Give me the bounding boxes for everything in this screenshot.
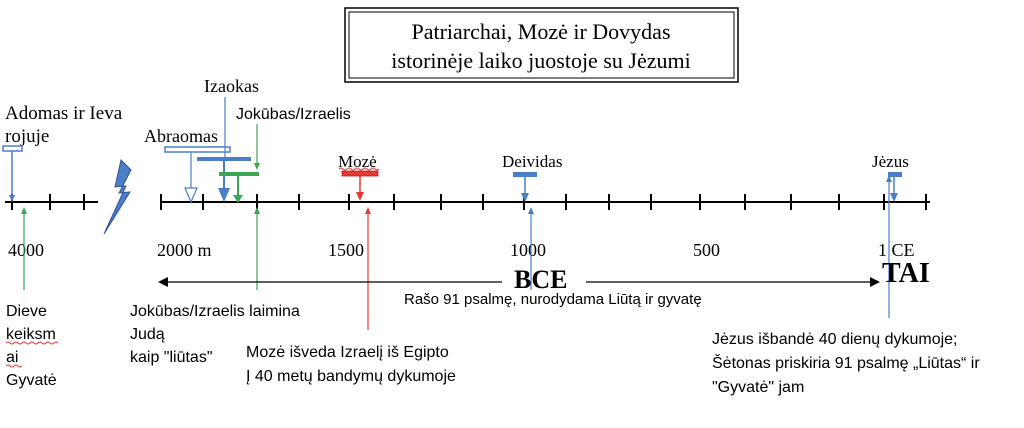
exodus-line-1: Mozė išveda Izraelį iš Egipto xyxy=(246,344,449,361)
tick-label-2000: 2000 m xyxy=(157,240,212,260)
jacob-bless-arrowhead xyxy=(254,207,260,214)
annotation-exodus: Mozė išveda Izraelį iš Egipto Į 40 metų … xyxy=(246,344,456,385)
annotation-jesus-test: Jėzus išbandė 40 dienų dykumoje; Šėtonas… xyxy=(712,331,980,396)
curse-line-4: Gyvatė xyxy=(6,372,57,389)
exodus-arrowhead xyxy=(365,207,371,214)
label-abraham: Abraomas xyxy=(144,126,218,146)
curse-arrowhead xyxy=(21,207,27,214)
abraham-arrowhead xyxy=(184,187,198,204)
curse-line-1: Dieve xyxy=(6,303,47,320)
bce-arrow-right-head xyxy=(870,277,880,287)
curse-line-2: keiksm xyxy=(6,326,56,343)
curse-spell-underline-1 xyxy=(5,341,59,345)
adam-eve-marker xyxy=(2,145,23,152)
curse-line-3: ai xyxy=(6,349,18,366)
jesus-test-line-1: Jėzus išbandė 40 dienų dykumoje; xyxy=(712,331,958,348)
era-bce: BCE xyxy=(514,265,567,294)
isaac-arrowhead xyxy=(218,188,230,202)
abraham-bar xyxy=(164,146,231,153)
isaac-bar xyxy=(197,157,251,161)
label-isaac: Izaokas xyxy=(204,76,259,96)
psalm-arrowhead xyxy=(528,207,534,214)
jacob-arrowhead xyxy=(233,195,243,203)
tick-label-1500: 1500 xyxy=(328,240,364,260)
label-david: Deividas xyxy=(502,152,562,171)
label-moses: Mozė xyxy=(338,152,377,171)
exodus-line-2: Į 40 metų bandymų dykumoje xyxy=(246,368,456,385)
annotation-psalm91: Rašo 91 psalmę, nurodydama Liūtą ir gyva… xyxy=(404,291,702,308)
label-jesus: Jėzus xyxy=(872,152,909,171)
jesus-test-line-3: "Gyvatė" jam xyxy=(712,379,804,396)
era-tai: TAI xyxy=(882,258,930,289)
title-line-2: istorinėje laiko juostoje su Jėzumi xyxy=(391,48,690,73)
tick-label-4000: 4000 xyxy=(8,240,44,260)
david-bar xyxy=(513,172,537,177)
label-jacob: Jokūbas/Izraelis xyxy=(236,106,351,123)
jacob-bless-line-3: kaip "liūtas" xyxy=(130,349,213,366)
bce-arrow-left-head xyxy=(158,277,168,287)
moses-bar xyxy=(341,170,379,177)
annotation-jacob-blessing: Jokūbas/Izraelis laimina Judą kaip "liūt… xyxy=(130,303,300,366)
lightning-bolt-icon xyxy=(103,159,132,235)
adam-eve-arrowhead xyxy=(9,195,15,202)
tick-label-1000: 1000 xyxy=(510,240,546,260)
title-line-1: Patriarchai, Mozė ir Dovydas xyxy=(411,19,670,44)
moses-spell-underline xyxy=(338,167,380,171)
tick-label-500: 500 xyxy=(693,240,720,260)
annotation-curse: Dieve keiksm ai Gyvatė xyxy=(5,303,59,389)
jacob-bless-line-1: Jokūbas/Izraelis laimina xyxy=(130,303,300,320)
jesus-test-line-2: Šėtonas priskiria 91 psalmę „Liūtas“ ir xyxy=(712,353,980,372)
jesus-arrowhead xyxy=(890,193,898,202)
curse-spell-underline-2 xyxy=(5,364,23,368)
jacob-bless-line-2: Judą xyxy=(130,326,165,343)
moses-arrowhead xyxy=(356,192,364,201)
label-adam-eve-1: Adomas ir Ieva xyxy=(5,103,123,124)
jesus-bar xyxy=(888,172,902,177)
label-adam-eve-2: rojuje xyxy=(5,126,49,147)
david-arrowhead xyxy=(521,193,529,202)
jesus-test-arrowhead xyxy=(886,175,892,182)
title-box: Patriarchai, Mozė ir Dovydas istorinėje … xyxy=(344,7,739,83)
jacob-connector-arrowhead xyxy=(254,163,260,170)
tick-label-1ce: 1 CE xyxy=(878,240,915,260)
jacob-bar xyxy=(219,172,259,176)
